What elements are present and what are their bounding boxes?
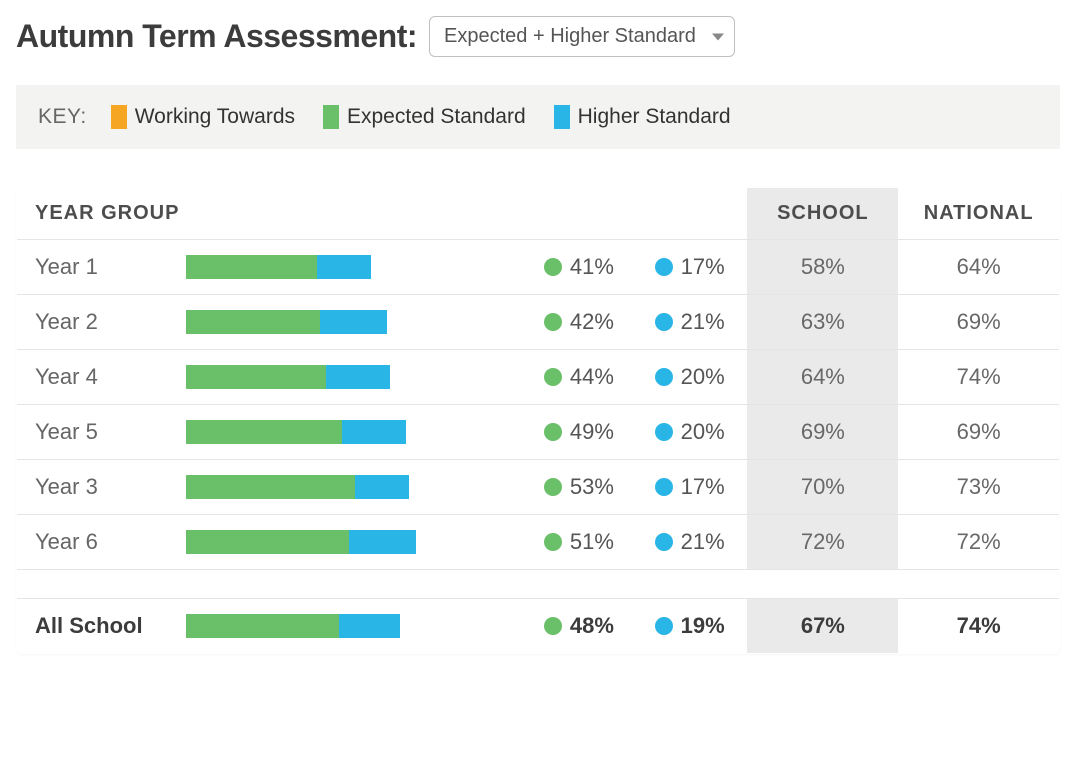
year-label: Year 2: [17, 295, 168, 350]
stacked-bar: [186, 420, 506, 444]
school-value: 70%: [747, 460, 898, 515]
legend-item: Expected Standard: [323, 105, 526, 129]
higher-value: 17%: [637, 240, 748, 295]
school-value: 58%: [747, 240, 898, 295]
expected-value: 48%: [526, 599, 637, 654]
standard-filter-dropdown[interactable]: Expected + Higher Standard: [429, 16, 735, 57]
year-label: Year 3: [17, 460, 168, 515]
metric-dot-icon: [544, 368, 562, 386]
metric-dot-icon: [544, 313, 562, 331]
table-row: Year 4 44%20%64%74%: [17, 350, 1060, 405]
metric-dot-icon: [544, 258, 562, 276]
stacked-bar: [186, 365, 506, 389]
year-label: Year 5: [17, 405, 168, 460]
school-value: 67%: [747, 599, 898, 654]
col-national: NATIONAL: [898, 188, 1059, 240]
table-row: Year 549%20%69%69%: [17, 405, 1060, 460]
metric-dot-icon: [655, 368, 673, 386]
legend-swatch: [111, 105, 127, 129]
stacked-bar: [186, 310, 506, 334]
national-value: 73%: [898, 460, 1059, 515]
legend-item-label: Higher Standard: [578, 105, 731, 129]
bar-cell: [168, 405, 526, 460]
year-label: Year 6: [17, 515, 168, 570]
legend-swatch: [323, 105, 339, 129]
expected-value: 42%: [526, 295, 637, 350]
higher-value: 17%: [637, 460, 748, 515]
assessment-table: YEAR GROUP SCHOOL NATIONAL Year 141%17%5…: [16, 187, 1060, 654]
legend-label: KEY:: [38, 105, 87, 129]
metric-dot-icon: [655, 533, 673, 551]
header: Autumn Term Assessment: Expected + Highe…: [16, 16, 1060, 57]
legend-item-label: Working Towards: [135, 105, 295, 129]
metric-dot-icon: [544, 533, 562, 551]
bar-cell: [168, 599, 526, 654]
metric-dot-icon: [544, 617, 562, 635]
stacked-bar: [186, 530, 506, 554]
expected-value: 44%: [526, 350, 637, 405]
table-header-row: YEAR GROUP SCHOOL NATIONAL: [17, 188, 1060, 240]
school-value: 72%: [747, 515, 898, 570]
legend-item: Higher Standard: [554, 105, 731, 129]
expected-value: 53%: [526, 460, 637, 515]
school-value: 64%: [747, 350, 898, 405]
higher-value: 20%: [637, 405, 748, 460]
metric-dot-icon: [655, 313, 673, 331]
stacked-bar: [186, 475, 506, 499]
table-row: Year 651%21%72%72%: [17, 515, 1060, 570]
stacked-bar: [186, 255, 506, 279]
bar-cell: [168, 350, 526, 405]
school-value: 63%: [747, 295, 898, 350]
table-row: Year 1 41%17%58%64%: [17, 240, 1060, 295]
col-school: SCHOOL: [747, 188, 898, 240]
bar-cell: [168, 295, 526, 350]
national-value: 64%: [898, 240, 1059, 295]
chevron-down-icon: [712, 33, 724, 40]
table-row: All School 48%19%67%74%: [17, 599, 1060, 654]
bar-cell: [168, 240, 526, 295]
higher-value: 21%: [637, 515, 748, 570]
legend: KEY: Working Towards Expected Standard Hig…: [16, 85, 1060, 149]
year-label: All School: [17, 599, 168, 654]
table-row: Year 2 42%21%63%69%: [17, 295, 1060, 350]
page-title: Autumn Term Assessment:: [16, 18, 417, 55]
expected-value: 51%: [526, 515, 637, 570]
table-row: Year 3 53%17%70%73%: [17, 460, 1060, 515]
national-value: 74%: [898, 350, 1059, 405]
col-year-group: YEAR GROUP: [17, 188, 748, 240]
standard-filter-selected: Expected + Higher Standard: [444, 25, 696, 48]
legend-item: Working Towards: [111, 105, 295, 129]
metric-dot-icon: [655, 258, 673, 276]
metric-dot-icon: [655, 423, 673, 441]
higher-value: 19%: [637, 599, 748, 654]
metric-dot-icon: [544, 478, 562, 496]
national-value: 69%: [898, 405, 1059, 460]
expected-value: 41%: [526, 240, 637, 295]
higher-value: 21%: [637, 295, 748, 350]
bar-cell: [168, 515, 526, 570]
legend-item-label: Expected Standard: [347, 105, 526, 129]
metric-dot-icon: [655, 478, 673, 496]
school-value: 69%: [747, 405, 898, 460]
stacked-bar: [186, 614, 506, 638]
year-label: Year 4: [17, 350, 168, 405]
metric-dot-icon: [544, 423, 562, 441]
metric-dot-icon: [655, 617, 673, 635]
national-value: 69%: [898, 295, 1059, 350]
legend-swatch: [554, 105, 570, 129]
bar-cell: [168, 460, 526, 515]
national-value: 74%: [898, 599, 1059, 654]
higher-value: 20%: [637, 350, 748, 405]
expected-value: 49%: [526, 405, 637, 460]
national-value: 72%: [898, 515, 1059, 570]
year-label: Year 1: [17, 240, 168, 295]
